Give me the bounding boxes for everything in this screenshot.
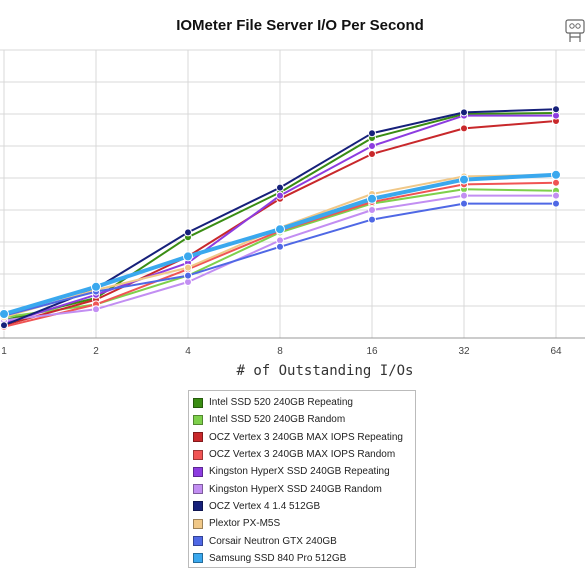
chart-title: IOMeter File Server I/O Per Second	[176, 17, 424, 34]
legend-item: Kingston HyperX SSD 240GB Random	[193, 480, 415, 497]
data-point	[276, 242, 284, 251]
legend-item: Intel SSD 520 240GB Random	[193, 411, 415, 428]
data-point	[552, 178, 560, 187]
x-tick-label: 4	[185, 346, 191, 357]
x-tick-label: 64	[550, 346, 562, 357]
x-tick-label: 1	[1, 346, 7, 357]
data-point	[275, 224, 285, 235]
legend-swatch	[193, 553, 203, 564]
x-tick-label: 8	[277, 346, 283, 357]
data-point	[368, 129, 376, 138]
legend-swatch	[193, 466, 203, 477]
legend-label: OCZ Vertex 3 240GB MAX IOPS Random	[209, 449, 396, 461]
legend-label: Plextor PX-M5S	[209, 518, 281, 530]
data-point	[0, 321, 8, 330]
legend-swatch	[193, 501, 203, 512]
legend-swatch	[193, 449, 203, 460]
data-point	[276, 183, 284, 192]
plot-area: 1 2 4 8 16 32 64	[0, 49, 585, 357]
x-axis-label: # of Outstanding I/Os	[236, 363, 414, 379]
data-point	[551, 169, 561, 180]
data-point	[184, 271, 192, 280]
legend-label: Samsung SSD 840 Pro 512GB	[209, 552, 347, 564]
data-point	[367, 193, 377, 204]
data-point	[91, 281, 101, 292]
legend-swatch	[193, 432, 203, 443]
legend-swatch	[193, 484, 203, 495]
legend-item: OCZ Vertex 4 1.4 512GB	[193, 498, 415, 515]
data-point	[460, 124, 468, 133]
x-tick-label: 16	[366, 346, 378, 357]
legend: Intel SSD 520 240GB Repeating Intel SSD 5…	[188, 390, 416, 568]
data-point	[460, 108, 468, 117]
data-point	[460, 199, 468, 208]
legend-item: Samsung SSD 840 Pro 512GB	[193, 550, 415, 567]
legend-label: OCZ Vertex 3 240GB MAX IOPS Repeating	[209, 431, 403, 443]
data-point	[184, 263, 192, 272]
data-point	[183, 251, 193, 262]
legend-item: Corsair Neutron GTX 240GB	[193, 532, 415, 549]
data-point	[552, 105, 560, 114]
legend-item: OCZ Vertex 3 240GB MAX IOPS Repeating	[193, 429, 415, 446]
legend-item: Kingston HyperX SSD 240GB Repeating	[193, 463, 415, 480]
x-tick-label: 2	[93, 346, 99, 357]
legend-label: Intel SSD 520 240GB Random	[209, 414, 346, 426]
legend-label: Kingston HyperX SSD 240GB Repeating	[209, 466, 390, 478]
legend-item: Plextor PX-M5S	[193, 515, 415, 532]
legend-label: Corsair Neutron GTX 240GB	[209, 535, 337, 547]
data-point	[552, 191, 560, 200]
legend-label: Intel SSD 520 240GB Repeating	[209, 397, 353, 409]
legend-label: OCZ Vertex 4 1.4 512GB	[209, 500, 321, 512]
data-point	[368, 150, 376, 158]
data-point	[368, 206, 376, 214]
data-point	[184, 228, 192, 237]
data-point	[0, 309, 9, 319]
data-point	[460, 191, 468, 200]
legend-swatch	[193, 536, 203, 547]
legend-item: Intel SSD 520 240GB Repeating	[193, 394, 415, 411]
data-point	[368, 142, 376, 150]
legend-label: Kingston HyperX SSD 240GB Random	[209, 483, 382, 495]
data-point	[459, 174, 469, 185]
legend-swatch	[193, 518, 203, 529]
data-point	[276, 191, 284, 200]
legend-item: OCZ Vertex 3 240GB MAX IOPS Random	[193, 446, 415, 463]
legend-swatch	[193, 414, 203, 425]
data-point	[368, 215, 376, 224]
logo-icon	[565, 19, 585, 42]
data-point	[552, 199, 560, 208]
data-point	[92, 305, 100, 314]
x-tick-label: 32	[458, 346, 470, 357]
legend-swatch	[193, 397, 203, 408]
